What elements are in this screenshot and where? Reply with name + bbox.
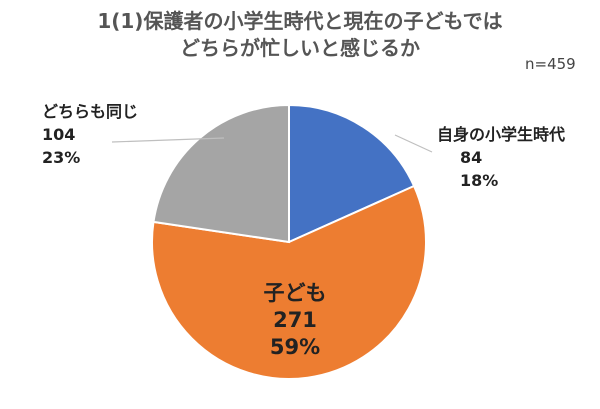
slice-label-own-childhood: 自身の小学生時代 bbox=[437, 125, 565, 144]
leader-lines bbox=[111, 134, 433, 153]
slice-label-same: どちらも同じ bbox=[42, 102, 138, 121]
pie-slice-children bbox=[151, 184, 427, 380]
pie-slices bbox=[151, 103, 427, 380]
leader-line-same bbox=[111, 137, 225, 143]
leader-line-own-childhood bbox=[394, 134, 433, 153]
chart-title-line-1: 1(1)保護者の小学生時代と現在の子どもでは bbox=[97, 9, 503, 33]
slice-label-children: 子ども bbox=[264, 281, 327, 305]
pie-slice-same bbox=[152, 103, 290, 244]
slice-percent-own-childhood: 18% bbox=[460, 171, 498, 190]
chart-title-line-2: どちらが忙しいと感じるか bbox=[180, 36, 420, 60]
slice-value-children: 271 bbox=[273, 308, 317, 332]
slice-value-same: 104 bbox=[42, 125, 75, 144]
slice-value-own-childhood: 84 bbox=[460, 148, 482, 167]
slice-percent-children: 59% bbox=[270, 335, 320, 359]
slice-percent-same: 23% bbox=[42, 148, 80, 167]
sample-size-label: n=459 bbox=[525, 55, 576, 73]
chart-title: 1(1)保護者の小学生時代と現在の子どもでは どちらが忙しいと感じるか bbox=[0, 8, 600, 62]
pie-slice-own-childhood bbox=[288, 103, 416, 244]
